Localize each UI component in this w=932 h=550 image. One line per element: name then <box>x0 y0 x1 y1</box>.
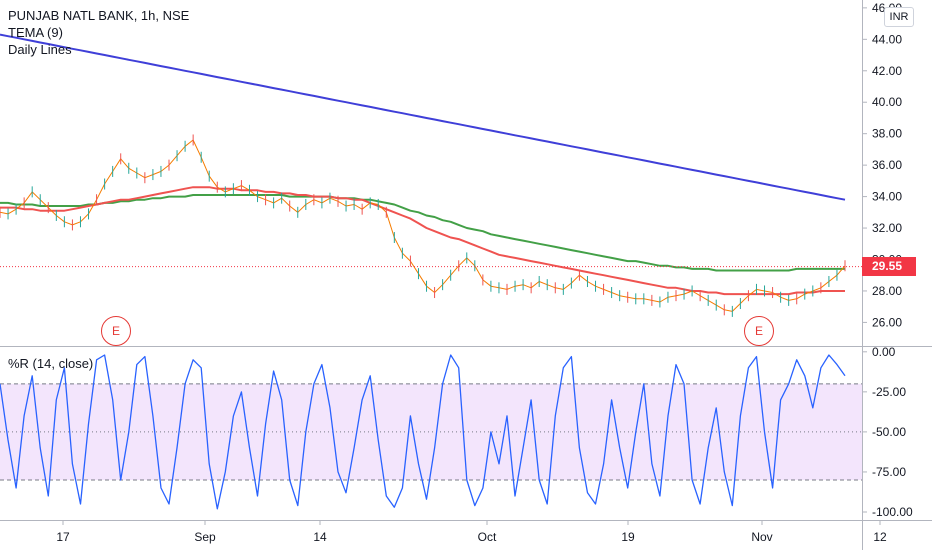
osc-tick-label: -75.00 <box>872 465 906 479</box>
earnings-marker-1[interactable]: E <box>101 316 131 346</box>
price-tick-label: 38.00 <box>872 127 902 141</box>
time-tick-label: 14 <box>313 530 327 544</box>
osc-tick-label: -100.00 <box>872 505 913 519</box>
series-line-2 <box>0 194 845 272</box>
price-tick-label: 32.00 <box>872 221 902 235</box>
time-tick-label: 12 <box>873 530 887 544</box>
oscillator-pane[interactable] <box>0 354 862 510</box>
osc-tick-label: 0.00 <box>872 345 896 359</box>
price-tick-label: 42.00 <box>872 64 902 78</box>
overbought-oversold-band <box>0 383 862 480</box>
oscillator-axis[interactable]: 0.00 -25.00 -50.00 -75.00 -100.00 <box>862 345 913 519</box>
time-tick-label: Sep <box>194 530 216 544</box>
currency-button[interactable]: INR <box>884 7 914 27</box>
price-axis[interactable]: 26.0028.0030.0032.0034.0036.0038.0040.00… <box>862 1 902 330</box>
time-tick-label: 19 <box>621 530 635 544</box>
price-tick-label: 44.00 <box>872 32 902 46</box>
earnings-marker-2[interactable]: E <box>744 316 774 346</box>
price-tick-label: 34.00 <box>872 190 902 204</box>
series-line-0 <box>0 139 846 312</box>
series-line-1 <box>0 186 845 296</box>
price-tick-label: 26.00 <box>872 315 902 329</box>
williams-r-line <box>0 354 846 510</box>
time-tick-label: 17 <box>56 530 70 544</box>
osc-tick-label: -25.00 <box>872 385 906 399</box>
last-price-tag: 29.55 <box>862 257 916 276</box>
time-tick-label: Nov <box>751 530 772 544</box>
osc-tick-label: -50.00 <box>872 425 906 439</box>
series-line-3 <box>0 33 846 201</box>
daily-lines-legend[interactable]: Daily Lines <box>8 42 72 57</box>
oscillator-legend[interactable]: %R (14, close) <box>8 356 94 371</box>
price-tick-label: 40.00 <box>872 95 902 109</box>
tema-legend[interactable]: TEMA (9) <box>8 25 63 40</box>
price-tick-label: 36.00 <box>872 158 902 172</box>
time-tick-label: Oct <box>478 530 497 544</box>
symbol-title[interactable]: PUNJAB NATL BANK, 1h, NSE <box>8 8 190 23</box>
main-legend: PUNJAB NATL BANK, 1h, NSE TEMA (9) Daily… <box>8 7 189 58</box>
price-tick-label: 28.00 <box>872 284 902 298</box>
price-pane[interactable] <box>0 33 862 317</box>
time-axis[interactable]: 17 Sep 14 Oct 19 Nov 12 <box>56 520 887 544</box>
